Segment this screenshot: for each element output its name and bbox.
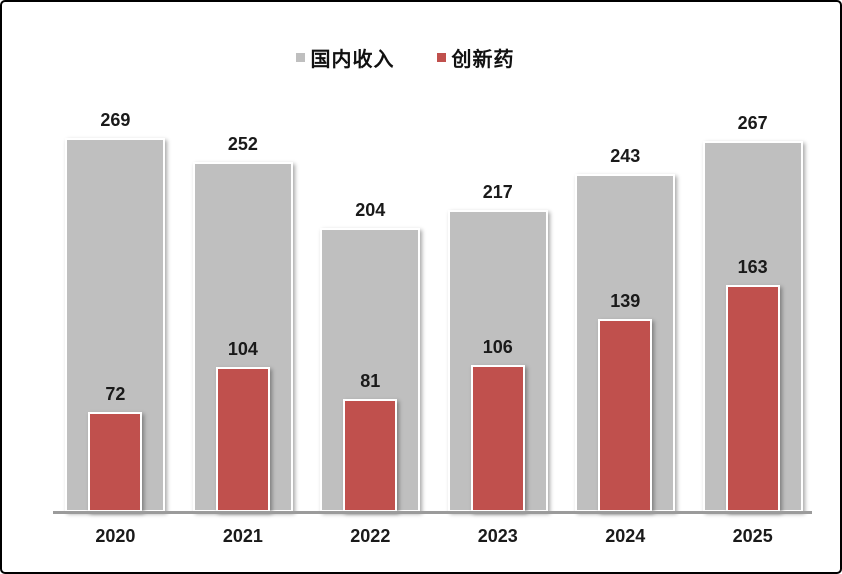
bar-group: 243 139 2024: [575, 58, 676, 546]
domestic-revenue-swatch-icon: [295, 52, 305, 62]
legend-item-innovative-drug: 创新药: [436, 48, 515, 72]
bar-group: 204 81 2022: [320, 58, 421, 546]
innovative-drug-value-label: 106: [482, 337, 513, 357]
legend-label-innovative-drug: 创新药: [451, 49, 515, 71]
innovative-drug-bar: [215, 367, 270, 512]
x-axis-line: [53, 511, 812, 514]
domestic-revenue-value-label: 243: [610, 146, 641, 166]
domestic-revenue-value-label: 204: [355, 200, 386, 220]
innovative-drug-bar: [88, 412, 143, 512]
legend: 国内收入 创新药: [2, 48, 824, 72]
x-axis-tick-label: 2025: [732, 526, 773, 546]
domestic-revenue-value-label: 217: [482, 182, 513, 202]
innovative-drug-bar: [343, 399, 398, 512]
x-axis-tick-label: 2020: [95, 526, 136, 546]
domestic-revenue-value-label: 269: [100, 110, 131, 130]
innovative-drug-bar: [470, 365, 525, 512]
bar-group: 217 106 2023: [447, 58, 548, 546]
x-axis-tick-label: 2024: [605, 526, 646, 546]
domestic-revenue-value-label: 267: [737, 113, 768, 133]
innovative-drug-bar: [598, 319, 653, 512]
x-axis-tick-label: 2023: [477, 526, 518, 546]
innovative-drug-value-label: 81: [360, 371, 381, 391]
bar-group: 252 104 2021: [192, 58, 293, 546]
domestic-revenue-value-label: 252: [227, 134, 258, 154]
innovative-drug-value-label: 163: [737, 257, 768, 277]
legend-item-domestic-revenue: 国内收入: [295, 48, 395, 72]
innovative-drug-value-label: 139: [610, 291, 641, 311]
x-axis-tick-label: 2022: [350, 526, 391, 546]
bar-group: 269 72 2020: [65, 58, 166, 546]
innovative-drug-value-label: 104: [227, 339, 258, 359]
bar-group: 267 163 2025: [702, 58, 803, 546]
innovative-drug-bar: [725, 285, 780, 512]
legend-label-domestic-revenue: 国内收入: [310, 49, 395, 71]
innovative-drug-swatch-icon: [436, 52, 446, 62]
x-axis-tick-label: 2021: [222, 526, 263, 546]
innovative-drug-value-label: 72: [105, 384, 126, 404]
